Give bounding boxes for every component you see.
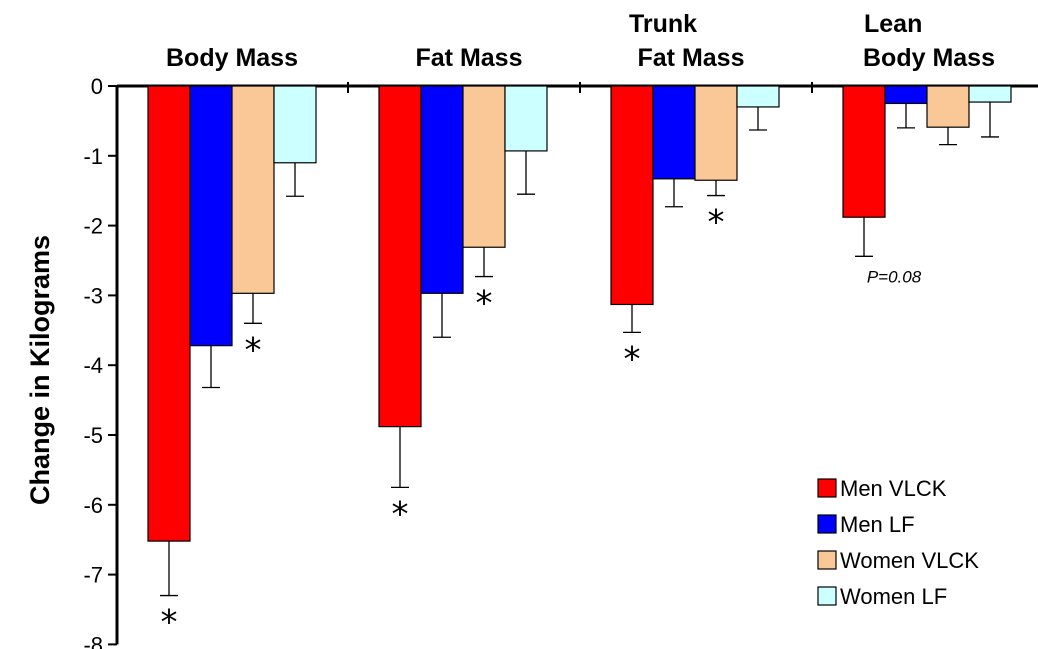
y-tick-label: -1 bbox=[83, 144, 103, 169]
legend: Men VLCK Men LF Women VLCK Women LF bbox=[817, 476, 979, 609]
y-tick-label: -2 bbox=[83, 214, 103, 239]
legend-label: Women LF bbox=[840, 584, 947, 609]
bar bbox=[652, 85, 696, 180]
y-tick-label: -4 bbox=[83, 353, 103, 378]
bar bbox=[968, 85, 1012, 103]
significance-asterisk: * bbox=[245, 330, 262, 370]
bar bbox=[273, 85, 317, 164]
bar bbox=[462, 85, 506, 248]
category-label: Lean bbox=[864, 10, 922, 38]
annotations: * * * * * * P=0.08 bbox=[161, 203, 922, 643]
category-label: Fat Mass bbox=[416, 44, 523, 72]
category-labels: Body Mass Fat Mass Trunk Fat Mass Lean Body M… bbox=[166, 10, 995, 72]
y-tick-label: -7 bbox=[83, 563, 103, 588]
bar bbox=[504, 85, 548, 152]
bar bbox=[736, 85, 780, 108]
legend-swatch bbox=[817, 478, 837, 498]
bar bbox=[231, 85, 275, 294]
significance-asterisk: * bbox=[708, 203, 725, 243]
category-label: Body Mass bbox=[166, 44, 298, 72]
significance-asterisk: * bbox=[161, 603, 178, 643]
bar bbox=[694, 85, 738, 181]
legend-label: Men VLCK bbox=[840, 476, 947, 501]
y-tick-label: -3 bbox=[83, 283, 103, 308]
legend-swatch bbox=[817, 586, 837, 606]
y-tick-label: 0 bbox=[91, 74, 103, 99]
bar bbox=[378, 85, 422, 428]
legend-swatch bbox=[817, 550, 837, 570]
bar bbox=[147, 85, 191, 542]
bar bbox=[884, 85, 928, 105]
bar bbox=[189, 85, 233, 347]
category-label: Trunk bbox=[629, 10, 697, 38]
bar bbox=[420, 85, 464, 294]
bars bbox=[147, 85, 1012, 542]
y-axis-label: Change in Kilograms bbox=[25, 235, 55, 505]
legend-label: Men LF bbox=[840, 512, 915, 537]
bar bbox=[926, 85, 970, 128]
significance-asterisk: * bbox=[624, 339, 641, 379]
y-tick-label: -5 bbox=[83, 423, 103, 448]
y-tick-label: -8 bbox=[83, 632, 103, 649]
p-value-note: P=0.08 bbox=[867, 267, 922, 286]
significance-asterisk: * bbox=[476, 284, 493, 324]
category-label: Body Mass bbox=[863, 44, 995, 72]
significance-asterisk: * bbox=[392, 494, 409, 534]
category-label: Fat Mass bbox=[638, 44, 745, 72]
bar bbox=[610, 85, 654, 306]
legend-label: Women VLCK bbox=[840, 548, 979, 573]
legend-swatch bbox=[817, 514, 837, 534]
error-bars bbox=[160, 102, 999, 597]
y-tick-label: -6 bbox=[83, 493, 103, 518]
bar bbox=[842, 85, 886, 218]
